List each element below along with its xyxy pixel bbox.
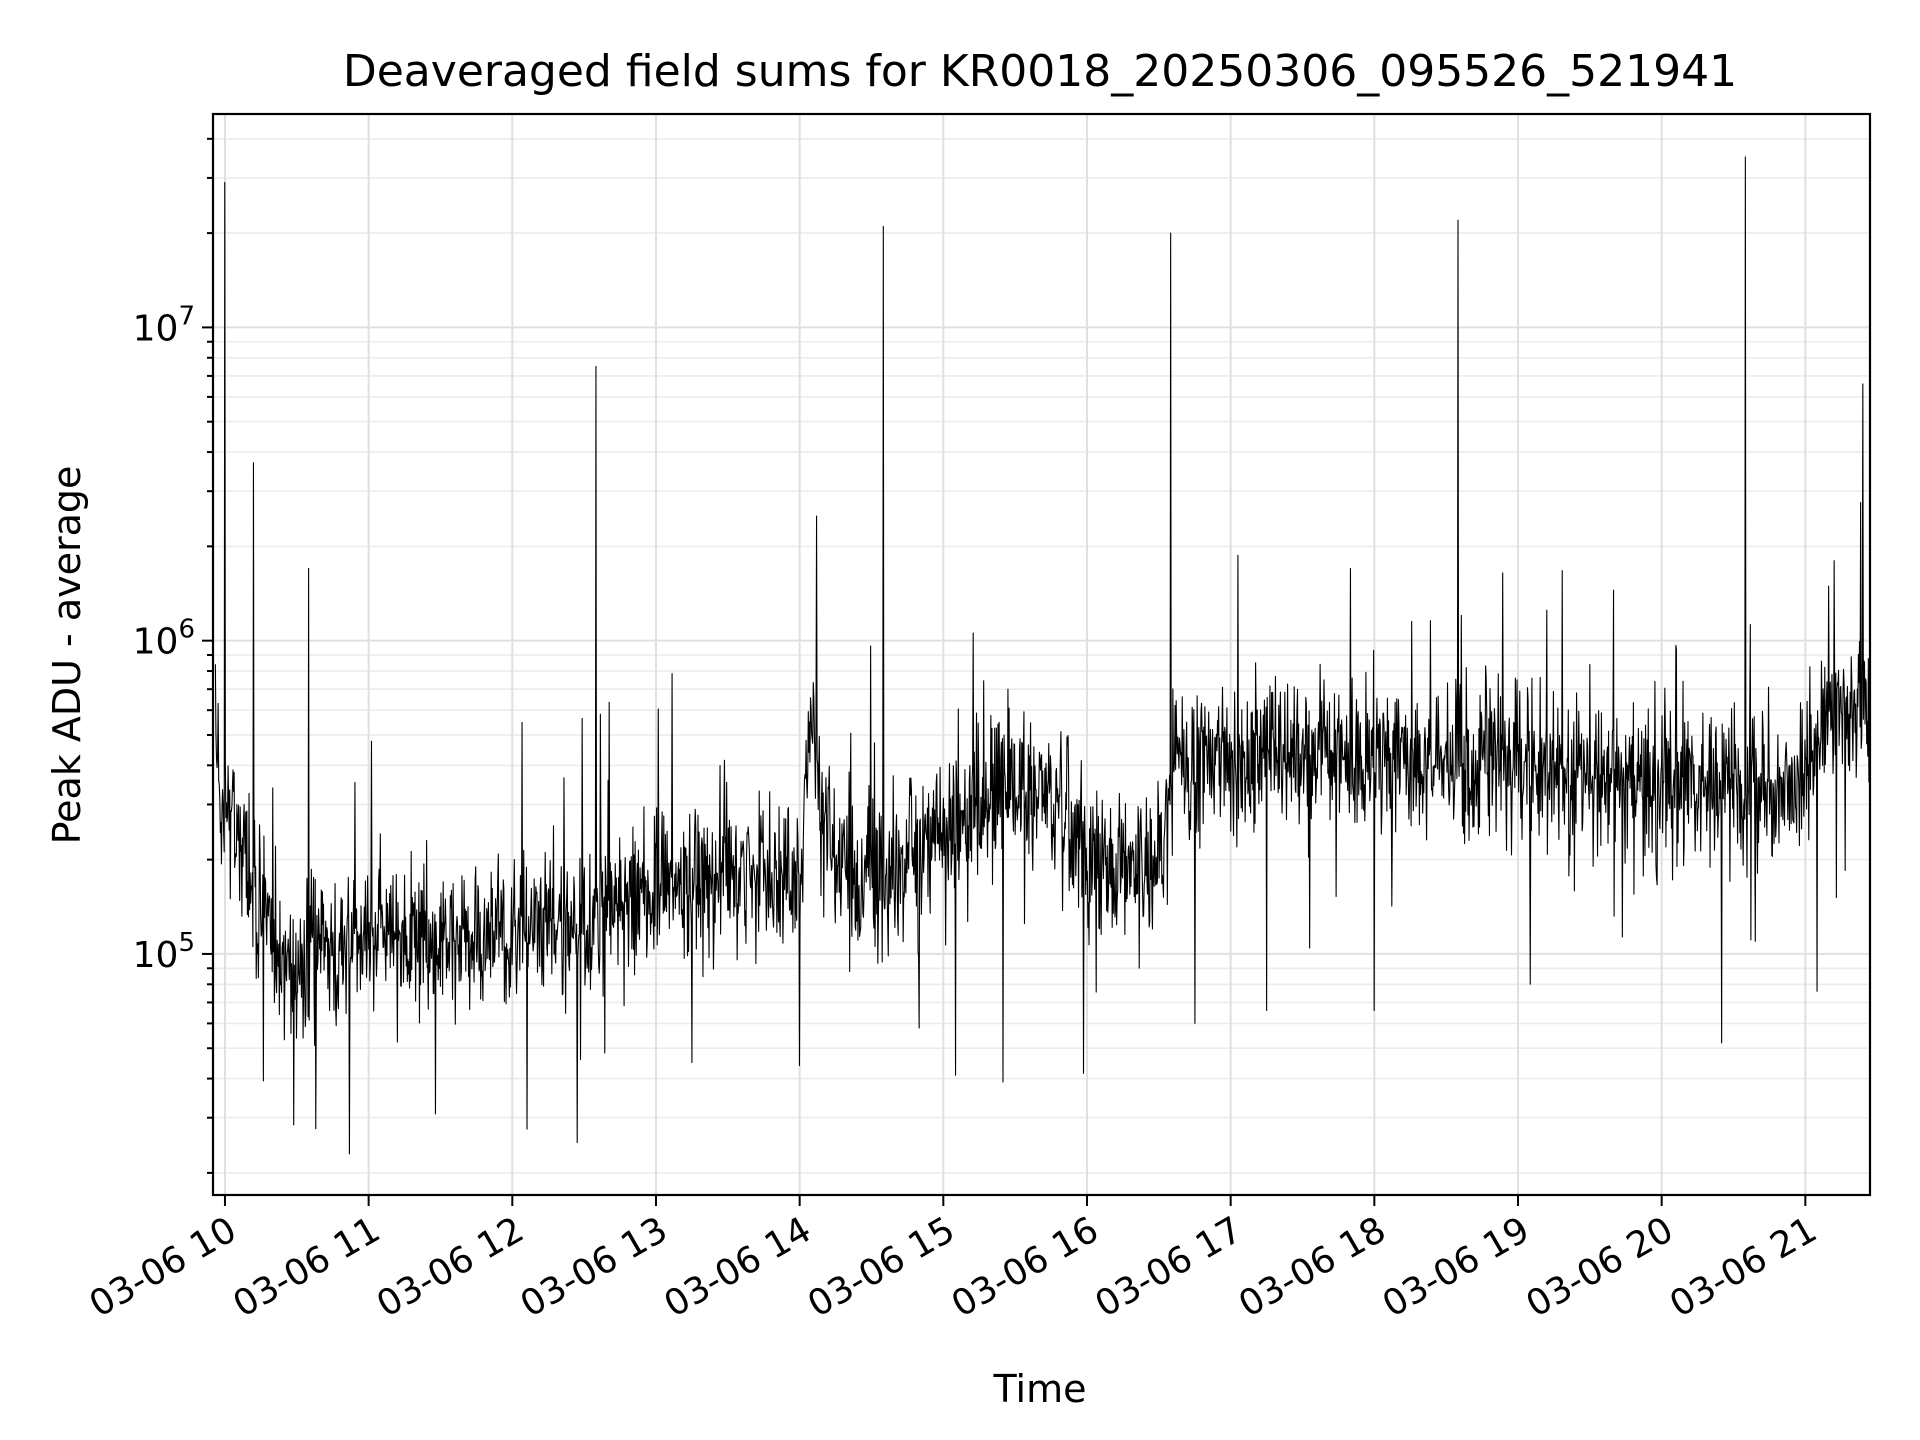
y-tick-label: 105 bbox=[133, 928, 195, 976]
y-axis-label: Peak ADU - average bbox=[45, 466, 89, 845]
x-tick-label: 03-06 13 bbox=[514, 1209, 675, 1325]
grid bbox=[213, 114, 1870, 1195]
x-tick-label: 03-06 15 bbox=[801, 1209, 962, 1325]
chart-title: Deaveraged field sums for KR0018_2025030… bbox=[343, 46, 1737, 97]
x-tick-label: 03-06 16 bbox=[945, 1209, 1106, 1325]
y-tick-label: 107 bbox=[133, 301, 195, 349]
x-tick-label: 03-06 12 bbox=[370, 1209, 531, 1325]
x-tick-label: 03-06 17 bbox=[1088, 1209, 1249, 1325]
x-tick-label: 03-06 10 bbox=[83, 1209, 244, 1325]
x-tick-label: 03-06 20 bbox=[1520, 1209, 1681, 1325]
y-tick-label: 106 bbox=[133, 615, 195, 663]
y-axis: 105 106 107 bbox=[133, 137, 213, 1174]
x-tick-label: 03-06 19 bbox=[1376, 1209, 1537, 1325]
series-layer bbox=[214, 156, 1871, 1155]
x-tick-label: 03-06 18 bbox=[1232, 1209, 1393, 1325]
x-axis-label: Time bbox=[993, 1367, 1087, 1411]
series-line bbox=[214, 156, 1871, 1155]
x-tick-label: 03-06 21 bbox=[1663, 1209, 1824, 1325]
x-tick-label: 03-06 11 bbox=[226, 1209, 387, 1325]
x-tick-label: 03-06 14 bbox=[657, 1209, 818, 1325]
